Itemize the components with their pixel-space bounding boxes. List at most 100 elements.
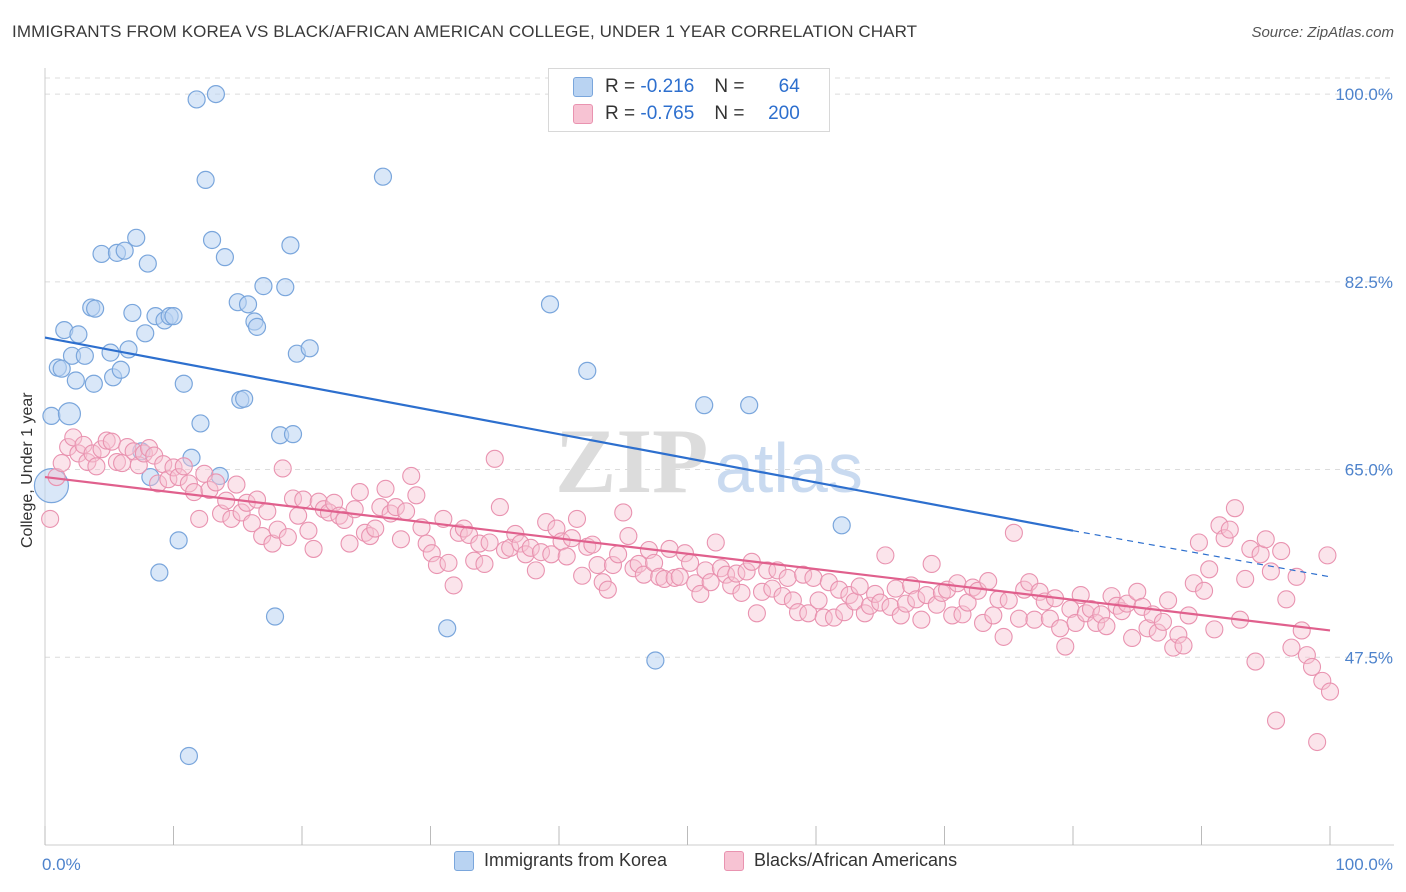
point-black: [371, 498, 390, 517]
trend-layer: [44, 336, 1331, 632]
point-black: [1092, 605, 1111, 624]
point-korea: [578, 361, 597, 380]
point-black: [1148, 623, 1167, 642]
point-black: [294, 490, 313, 509]
point-korea: [33, 468, 70, 504]
point-black: [1266, 711, 1286, 730]
point-black: [573, 566, 592, 585]
point-korea: [646, 651, 665, 670]
point-black: [1153, 612, 1172, 631]
point-black: [737, 562, 756, 581]
point-black: [603, 555, 623, 575]
point-black: [1272, 542, 1291, 561]
point-black: [427, 555, 446, 575]
point-korea: [66, 371, 85, 390]
point-black: [691, 584, 710, 604]
point-black: [1179, 606, 1198, 625]
point-black: [206, 473, 225, 492]
point-black: [480, 533, 499, 552]
r-value-korea: -0.216: [640, 76, 695, 97]
point-black: [809, 591, 828, 610]
x-tick-label-max: 100.0%: [1335, 855, 1393, 874]
point-black: [340, 534, 359, 553]
point-black: [1261, 562, 1280, 581]
stats-legend: R = -0.216 N = 64 R = -0.765 N = 200: [548, 68, 830, 132]
point-korea: [75, 346, 94, 365]
series-korea-points: [33, 84, 851, 766]
point-black: [263, 534, 282, 553]
legend-item-black[interactable]: Blacks/African Americans: [724, 850, 957, 871]
point-black: [402, 466, 421, 486]
chart-title: IMMIGRANTS FROM KOREA VS BLACK/AFRICAN A…: [12, 22, 918, 41]
point-black: [1287, 567, 1306, 586]
point-black: [422, 544, 441, 563]
point-black: [706, 533, 725, 552]
point-black: [583, 535, 602, 554]
point-black: [185, 483, 204, 502]
point-black: [629, 554, 648, 573]
point-black: [200, 480, 219, 499]
point-black: [701, 573, 720, 592]
point-korea: [235, 389, 254, 408]
point-black: [242, 514, 261, 533]
point-black: [521, 538, 540, 557]
point-black: [258, 502, 277, 521]
point-korea: [138, 254, 157, 273]
point-black: [866, 584, 885, 604]
chart-source: Source: ZipAtlas.com: [1251, 24, 1394, 41]
point-black: [227, 475, 246, 494]
point-korea: [136, 324, 155, 343]
point-black: [814, 608, 833, 627]
point-korea: [123, 303, 142, 323]
point-black: [87, 457, 106, 476]
point-black: [619, 527, 638, 546]
point-black: [830, 580, 849, 599]
point-korea: [238, 295, 258, 314]
n-label-black: N =: [714, 103, 745, 124]
point-black: [386, 498, 405, 517]
point-black: [190, 509, 209, 528]
point-black: [907, 590, 926, 609]
point-black: [696, 561, 715, 580]
point-black: [1138, 619, 1157, 638]
point-korea: [276, 278, 295, 297]
point-black: [1236, 569, 1255, 589]
point-black: [891, 606, 910, 625]
point-black: [819, 573, 838, 592]
point-black: [64, 428, 83, 447]
r-label-black: R =: [605, 103, 636, 124]
y-tick-label: 47.5%: [1345, 648, 1393, 667]
watermark-zip: ZIP: [555, 410, 708, 512]
watermark: ZIP atlas: [555, 410, 863, 512]
point-korea: [115, 241, 134, 260]
point-black: [1256, 530, 1275, 549]
point-korea: [215, 248, 234, 267]
point-black: [1097, 617, 1116, 636]
point-black: [1009, 609, 1029, 628]
n-label-korea: N =: [714, 76, 745, 97]
point-black: [598, 580, 617, 599]
point-korea: [281, 236, 300, 255]
point-black: [783, 591, 802, 610]
swatch-korea: [573, 77, 593, 97]
point-black: [1081, 599, 1101, 619]
point-korea: [254, 277, 273, 296]
point-korea: [832, 516, 851, 535]
point-black: [670, 567, 689, 586]
point-black: [999, 591, 1018, 610]
point-black: [501, 538, 520, 557]
point-korea: [740, 396, 759, 415]
point-black: [660, 539, 679, 558]
point-black: [681, 553, 700, 572]
point-black: [289, 506, 308, 525]
point-black: [511, 534, 530, 553]
n-value-black: 200: [768, 103, 800, 124]
point-black: [732, 583, 751, 602]
point-black: [169, 468, 188, 487]
point-korea: [150, 563, 169, 582]
point-korea: [86, 299, 105, 318]
legend-item-korea[interactable]: Immigrants from Korea: [454, 850, 667, 871]
point-black: [1189, 533, 1208, 552]
point-black: [52, 454, 71, 473]
point-black: [1246, 652, 1265, 671]
